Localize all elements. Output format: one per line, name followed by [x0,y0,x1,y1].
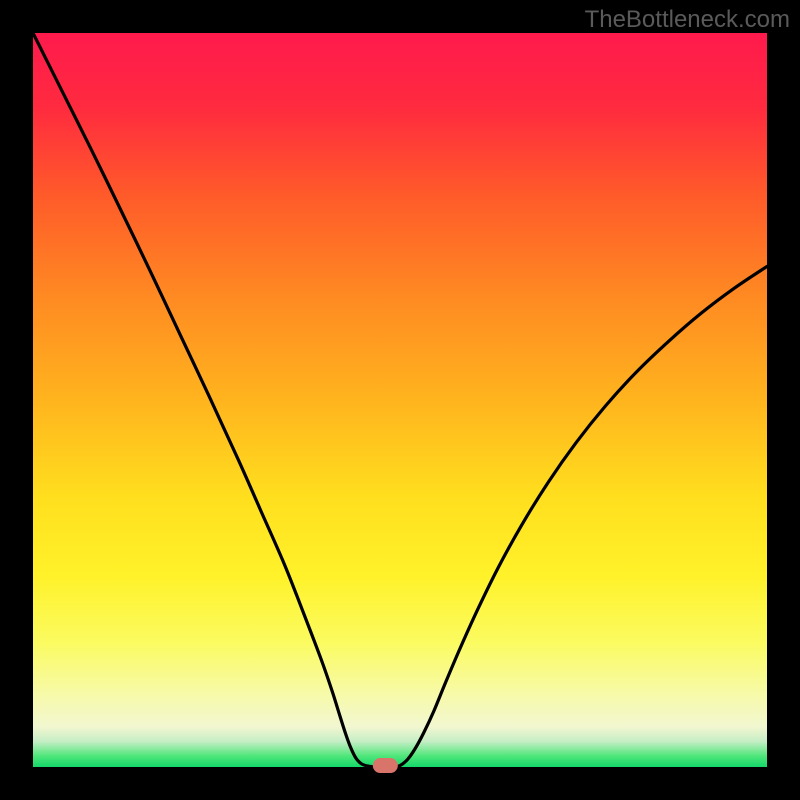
optimal-point-marker [373,759,397,773]
chart-background-gradient [33,33,767,767]
bottleneck-chart: TheBottleneck.com [0,0,800,800]
chart-svg [0,0,800,800]
watermark-text: TheBottleneck.com [585,6,790,34]
